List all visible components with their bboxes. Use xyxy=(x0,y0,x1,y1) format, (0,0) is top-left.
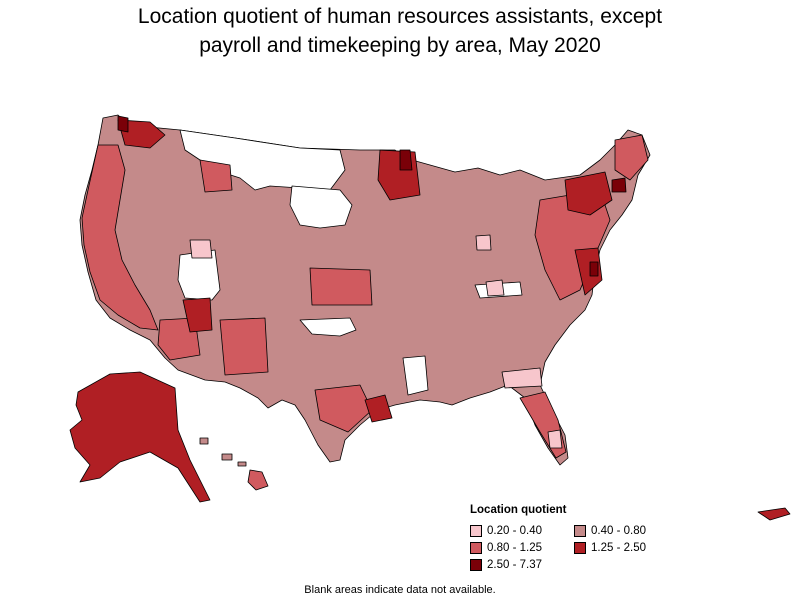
legend-swatch-250-737 xyxy=(470,558,482,571)
region-nevada-low xyxy=(189,239,213,259)
legend-label-020-040: 0.20 - 0.40 xyxy=(487,524,542,537)
legend-swatch-125-250 xyxy=(574,541,586,554)
legend-label-080-125: 0.80 - 1.25 xyxy=(487,541,542,554)
region-michigan-upper xyxy=(399,149,413,171)
region-indiana-low xyxy=(475,234,492,251)
legend-item-080-125: 0.80 - 1.25 xyxy=(470,541,574,554)
region-mississippi-no-data xyxy=(402,355,429,396)
region-florida-low xyxy=(547,429,563,449)
region-new-mexico xyxy=(219,317,269,376)
region-oklahoma-no-data xyxy=(299,317,357,337)
region-idaho xyxy=(199,159,233,193)
region-delaware xyxy=(589,261,599,277)
legend-label-040-080: 0.40 - 0.80 xyxy=(591,524,646,537)
legend-swatch-020-040 xyxy=(470,524,482,537)
map-title: Location quotient of human resources ass… xyxy=(0,2,800,60)
map-title-line2: payroll and timekeeping by area, May 202… xyxy=(199,34,601,57)
legend: Location quotient 0.20 - 0.40 0.40 - 0.8… xyxy=(470,504,684,571)
region-northeast xyxy=(564,171,613,216)
region-maine xyxy=(614,134,649,181)
legend-label-125-250: 1.25 - 2.50 xyxy=(591,541,646,554)
region-nm-north xyxy=(182,297,213,333)
legend-item-250-737: 2.50 - 7.37 xyxy=(470,558,574,571)
legend-swatch-040-080 xyxy=(574,524,586,537)
region-houston xyxy=(364,394,393,423)
legend-item-020-040: 0.20 - 0.40 xyxy=(470,524,574,537)
region-kansas xyxy=(309,267,373,306)
region-texas-gulf xyxy=(314,384,373,433)
region-mid-atlantic xyxy=(574,247,603,296)
legend-item-040-080: 0.40 - 0.80 xyxy=(574,524,684,537)
legend-title: Location quotient xyxy=(470,504,567,516)
region-kentucky-low xyxy=(485,279,505,297)
map-title-line1: Location quotient of human resources ass… xyxy=(137,5,663,28)
legend-label-250-737: 2.50 - 7.37 xyxy=(487,558,542,571)
region-utah-no-data xyxy=(177,249,221,301)
region-washington xyxy=(117,119,166,149)
puerto-rico xyxy=(757,507,791,521)
legend-swatch-080-125 xyxy=(470,541,482,554)
legend-grid: 0.20 - 0.40 0.40 - 0.80 0.80 - 1.25 1.25… xyxy=(470,524,684,571)
region-georgia-low xyxy=(501,367,543,389)
hawaii-islands xyxy=(199,437,247,467)
legend-item-125-250: 1.25 - 2.50 xyxy=(574,541,684,554)
region-seattle xyxy=(117,115,129,133)
hawaii-main xyxy=(247,469,269,491)
alaska xyxy=(69,371,211,503)
footnote: Blank areas indicate data not available. xyxy=(304,584,496,596)
region-pacific-coast xyxy=(81,144,159,331)
region-dakota-no-data xyxy=(289,185,353,229)
region-boston xyxy=(611,177,627,193)
